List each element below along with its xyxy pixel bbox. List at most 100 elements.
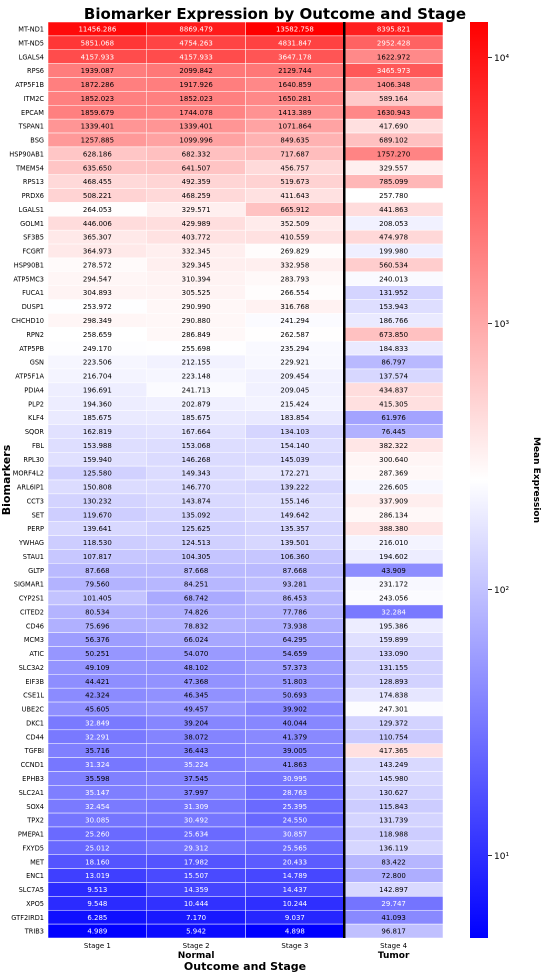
cell-value-label: 682.332 <box>182 150 211 158</box>
cell-value-label: 37.997 <box>184 789 209 797</box>
cell-value-label: 185.675 <box>83 414 112 422</box>
cell-value-label: 231.172 <box>379 581 408 589</box>
y-tick-label: CD44 <box>26 733 44 741</box>
cell-value-label: 56.376 <box>85 636 110 644</box>
cell-value-label: 115.843 <box>379 803 408 811</box>
cell-value-label: 145.980 <box>379 775 408 783</box>
cell-value-label: 310.394 <box>182 275 211 283</box>
colorbar-label: Mean Expression <box>531 437 541 523</box>
cell-value-label: 286.134 <box>379 511 408 519</box>
y-tick-label: CSE1L <box>23 692 44 700</box>
cell-value-label: 32.454 <box>85 803 110 811</box>
cell-value-label: 135.357 <box>280 525 309 533</box>
cell-value-label: 247.301 <box>379 706 408 714</box>
cell-value-label: 196.691 <box>83 386 112 394</box>
cell-value-label: 298.349 <box>83 317 112 325</box>
y-tick-label: SLC3A2 <box>19 664 44 672</box>
cell-value-label: 316.768 <box>280 303 309 311</box>
cell-value-label: 434.837 <box>379 386 408 394</box>
y-tick-label: RPN2 <box>26 331 44 339</box>
y-tick-label: UBE2C <box>22 706 45 714</box>
cell-value-label: 1413.389 <box>278 109 311 117</box>
y-tick-label: MET <box>30 858 45 866</box>
cell-value-label: 49.109 <box>85 664 110 672</box>
y-tick-label: TRIB3 <box>24 928 44 936</box>
cell-value-label: 146.770 <box>182 484 211 492</box>
cell-value-label: 142.897 <box>379 886 408 894</box>
cell-value-label: 185.675 <box>182 414 211 422</box>
cell-value-label: 41.863 <box>283 761 308 769</box>
cell-value-label: 294.547 <box>83 275 112 283</box>
cell-value-label: 1406.348 <box>377 81 410 89</box>
cell-value-label: 223.148 <box>182 373 211 381</box>
cell-value-label: 1859.679 <box>81 109 114 117</box>
y-tick-label: SLC2A1 <box>19 789 44 797</box>
y-tick-label: ITM2C <box>24 95 45 103</box>
cell-value-label: 154.140 <box>280 442 309 450</box>
cell-value-label: 209.454 <box>280 373 309 381</box>
y-tick-label: TSPAN1 <box>18 123 44 131</box>
cell-value-label: 13.019 <box>85 872 110 880</box>
cell-value-label: 283.793 <box>280 275 309 283</box>
cell-value-label: 300.640 <box>379 456 408 464</box>
cell-value-label: 305.525 <box>182 289 211 297</box>
cell-value-label: 44.421 <box>85 678 110 686</box>
cell-value-label: 150.808 <box>83 484 112 492</box>
cell-value-label: 87.668 <box>283 567 308 575</box>
x-tick-label: Stage 2 <box>183 942 210 950</box>
cell-value-label: 129.372 <box>379 719 408 727</box>
cell-value-label: 61.976 <box>381 414 406 422</box>
y-tick-label: EIF3B <box>25 678 44 686</box>
cell-value-label: 1757.270 <box>377 150 410 158</box>
cell-value-label: 72.800 <box>381 872 406 880</box>
cell-value-label: 3465.973 <box>377 67 410 75</box>
x-tick-label: Stage 4 <box>380 942 407 950</box>
cell-value-label: 49.457 <box>184 706 209 714</box>
y-tick-label: FXYD5 <box>22 844 44 852</box>
y-tick-label: LGALS4 <box>19 53 44 61</box>
cell-value-label: 235.294 <box>280 345 309 353</box>
cell-value-label: 1071.864 <box>278 123 312 131</box>
cell-value-label: 519.673 <box>280 178 309 186</box>
cell-value-label: 1630.943 <box>377 109 410 117</box>
cell-value-label: 1852.023 <box>81 95 114 103</box>
cell-value-label: 468.455 <box>83 178 112 186</box>
cell-value-label: 25.012 <box>85 844 110 852</box>
cell-value-label: 365.307 <box>83 234 112 242</box>
cell-value-label: 1872.286 <box>81 81 115 89</box>
y-tick-label: RPS13 <box>23 178 44 186</box>
cell-value-label: 241.713 <box>182 386 211 394</box>
cell-value-label: 9.037 <box>285 914 305 922</box>
cell-value-label: 1099.996 <box>179 137 213 145</box>
cell-value-label: 199.980 <box>379 248 408 256</box>
cell-value-label: 83.422 <box>381 858 406 866</box>
y-tick-label: MT-ND5 <box>18 39 44 47</box>
y-tick-label: EPHB3 <box>22 775 44 783</box>
cell-value-label: 25.565 <box>283 844 308 852</box>
cell-value-label: 42.324 <box>85 692 110 700</box>
cell-value-label: 1852.023 <box>179 95 212 103</box>
cell-value-label: 2952.428 <box>377 39 410 47</box>
cell-value-label: 4831.847 <box>278 39 311 47</box>
cell-value-label: 257.780 <box>379 192 408 200</box>
cell-value-label: 243.056 <box>379 595 408 603</box>
cell-value-label: 24.550 <box>283 817 308 825</box>
cell-value-label: 48.102 <box>184 664 209 672</box>
y-tick-label: YWHAG <box>18 539 44 547</box>
cell-value-label: 329.571 <box>182 206 211 214</box>
cell-value-label: 8869.479 <box>179 26 212 34</box>
y-tick-label: TGFBI <box>24 747 44 755</box>
cell-value-label: 159.940 <box>83 456 112 464</box>
colorbar-tick-label: 10¹ <box>494 852 509 862</box>
cell-value-label: 125.580 <box>83 470 112 478</box>
cell-value-label: 66.024 <box>184 636 209 644</box>
group-labels: Normal Tumor <box>178 951 410 961</box>
cell-value-label: 74.826 <box>184 608 209 616</box>
y-tick-label: SQOR <box>25 428 45 436</box>
cell-value-label: 2129.744 <box>278 67 312 75</box>
cell-value-label: 119.670 <box>83 511 112 519</box>
cell-value-label: 560.534 <box>379 261 408 269</box>
cell-value-label: 364.973 <box>83 248 112 256</box>
y-tick-label: DUSP1 <box>22 303 44 311</box>
y-tick-label: TPX2 <box>26 817 44 825</box>
